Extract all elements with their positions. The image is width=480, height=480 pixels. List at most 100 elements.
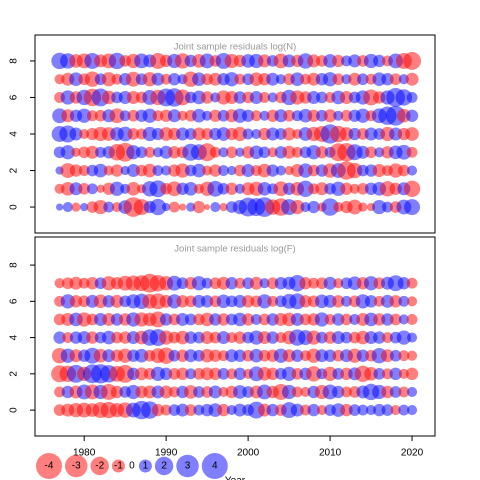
residual-bubble	[69, 72, 83, 87]
residual-bubble	[267, 92, 278, 103]
residual-bubble	[126, 164, 140, 178]
residual-bubble	[204, 204, 211, 210]
residual-bubble	[135, 146, 148, 159]
legend-label: 3	[185, 461, 191, 472]
residual-bubble	[192, 108, 206, 123]
residual-bubble	[339, 90, 353, 104]
y-tick-label: 4	[9, 131, 20, 137]
residual-bubble	[365, 146, 377, 159]
residual-bubble	[233, 331, 247, 344]
residual-bubble	[348, 127, 361, 141]
residual-bubble	[126, 90, 140, 104]
legend-label: -1	[114, 461, 123, 472]
residual-bubble	[341, 295, 352, 307]
residual-bubble	[374, 147, 385, 158]
residual-bubble	[372, 199, 387, 215]
residual-bubble	[406, 314, 418, 325]
residual-bubble	[333, 202, 344, 213]
residual-bubble	[266, 127, 280, 141]
residual-bubble	[183, 385, 198, 399]
residual-bubble	[192, 127, 206, 141]
residual-bubble	[322, 72, 338, 87]
residual-bubble	[160, 404, 172, 416]
residual-bubble	[159, 330, 174, 345]
residual-bubble	[86, 183, 98, 195]
residual-bubble	[316, 405, 327, 416]
residual-bubble	[184, 313, 197, 326]
residual-bubble	[357, 73, 369, 86]
residual-bubble	[314, 312, 330, 327]
residual-bubble	[323, 109, 337, 123]
residual-bubble	[127, 128, 140, 140]
residual-bubble	[159, 367, 173, 381]
residual-bubble	[258, 54, 272, 68]
residual-bubble	[363, 276, 379, 291]
residual-bubble	[333, 110, 344, 121]
residual-bubble	[227, 165, 237, 176]
residual-bubble	[69, 276, 83, 290]
residual-bubble	[185, 368, 197, 380]
legend-bubble	[138, 459, 152, 473]
residual-bubble	[192, 200, 206, 214]
residual-bubble	[405, 367, 419, 381]
residual-bubble	[366, 405, 377, 416]
residual-bubble	[166, 275, 182, 291]
residual-bubble	[216, 294, 231, 309]
y-tick-label: 6	[9, 94, 20, 100]
residual-bubble	[225, 182, 238, 195]
residual-bubble	[307, 403, 320, 417]
residual-bubble	[110, 164, 124, 177]
residual-bubble	[241, 313, 255, 326]
residual-bubble	[267, 147, 278, 158]
residual-bubble	[56, 203, 64, 211]
legend-label: 1	[143, 461, 149, 472]
residual-bubble	[200, 331, 214, 345]
residual-bubble	[348, 72, 362, 86]
panel-title: Joint sample residuals log(F)	[174, 244, 295, 255]
legend-label: -2	[95, 461, 104, 472]
residual-bubble	[151, 72, 165, 86]
residual-bubble	[101, 330, 116, 345]
y-tick-label: 8	[9, 262, 20, 268]
residual-bubble	[403, 51, 422, 70]
residual-bubble	[149, 198, 167, 216]
residual-bubble	[403, 180, 421, 198]
legend-label: 4	[212, 461, 218, 472]
residual-bubble	[235, 147, 245, 157]
residual-bubble	[315, 146, 329, 159]
residual-bubble	[348, 404, 361, 416]
residual-bubble	[210, 202, 221, 213]
residual-bubble	[176, 127, 190, 141]
residual-bubble	[406, 277, 418, 289]
residual-bubble	[308, 277, 320, 289]
residual-bubble	[356, 349, 370, 362]
residual-bubble	[135, 367, 149, 381]
residual-bubble	[290, 199, 305, 215]
legend-label: 2	[161, 461, 167, 472]
residual-bubble	[86, 331, 99, 344]
residual-bubble	[125, 71, 141, 87]
legend-bubble	[176, 454, 199, 478]
residual-bubble	[332, 73, 345, 86]
residual-bubble	[249, 276, 263, 290]
residual-bubble	[201, 277, 213, 289]
residual-bubble	[161, 165, 172, 176]
x-axis-label: Year	[225, 476, 246, 480]
residual-bubble	[159, 385, 173, 399]
legend-bubble	[90, 456, 109, 476]
residual-bubble	[85, 145, 99, 159]
residual-bubble	[186, 202, 196, 212]
residual-bubble	[110, 385, 124, 399]
residual-bubble	[307, 54, 321, 68]
residual-bubble	[381, 385, 394, 399]
residual-bubble	[267, 295, 279, 307]
residual-bubble	[266, 164, 279, 177]
residual-bubble	[300, 202, 311, 213]
residual-bubble	[404, 199, 421, 216]
x-tick-label: 2000	[237, 448, 260, 459]
y-tick-label: 0	[9, 407, 20, 413]
residual-bubble	[398, 368, 409, 379]
residual-bubble	[332, 295, 345, 308]
residual-bubble	[332, 54, 345, 68]
residual-bubble	[348, 54, 362, 68]
